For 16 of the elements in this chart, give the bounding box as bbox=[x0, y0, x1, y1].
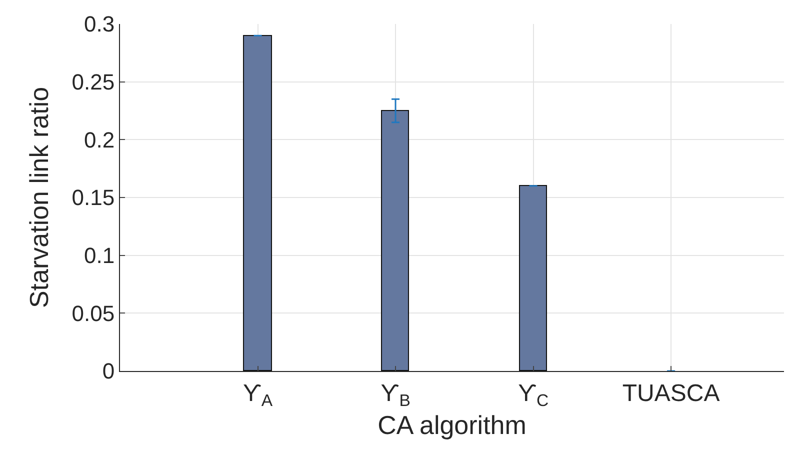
y-tick-label: 0.15 bbox=[72, 185, 115, 210]
y-tick-label: 0 bbox=[102, 358, 115, 384]
y-tick-label: 0.25 bbox=[72, 70, 115, 95]
x-tick-label: ϒ$_{C}$ bbox=[518, 380, 549, 410]
x-tick-label: ϒ$_{B}$ bbox=[380, 380, 410, 410]
y-tick-label: 0.3 bbox=[84, 12, 115, 37]
bar bbox=[519, 185, 547, 371]
x-tick-label: ϒ$_{A}$ bbox=[242, 380, 274, 410]
bar bbox=[381, 110, 409, 371]
y-tick-label: 0.1 bbox=[84, 243, 115, 268]
x-axis-title: CA algorithm bbox=[378, 410, 526, 440]
y-axis-title: Starvation link ratio bbox=[24, 86, 54, 308]
x-tick-label: TUASCA bbox=[622, 380, 720, 407]
y-tick-label: 0.2 bbox=[84, 127, 115, 152]
y-tick-label: 0.05 bbox=[72, 300, 115, 326]
bar bbox=[243, 35, 272, 371]
